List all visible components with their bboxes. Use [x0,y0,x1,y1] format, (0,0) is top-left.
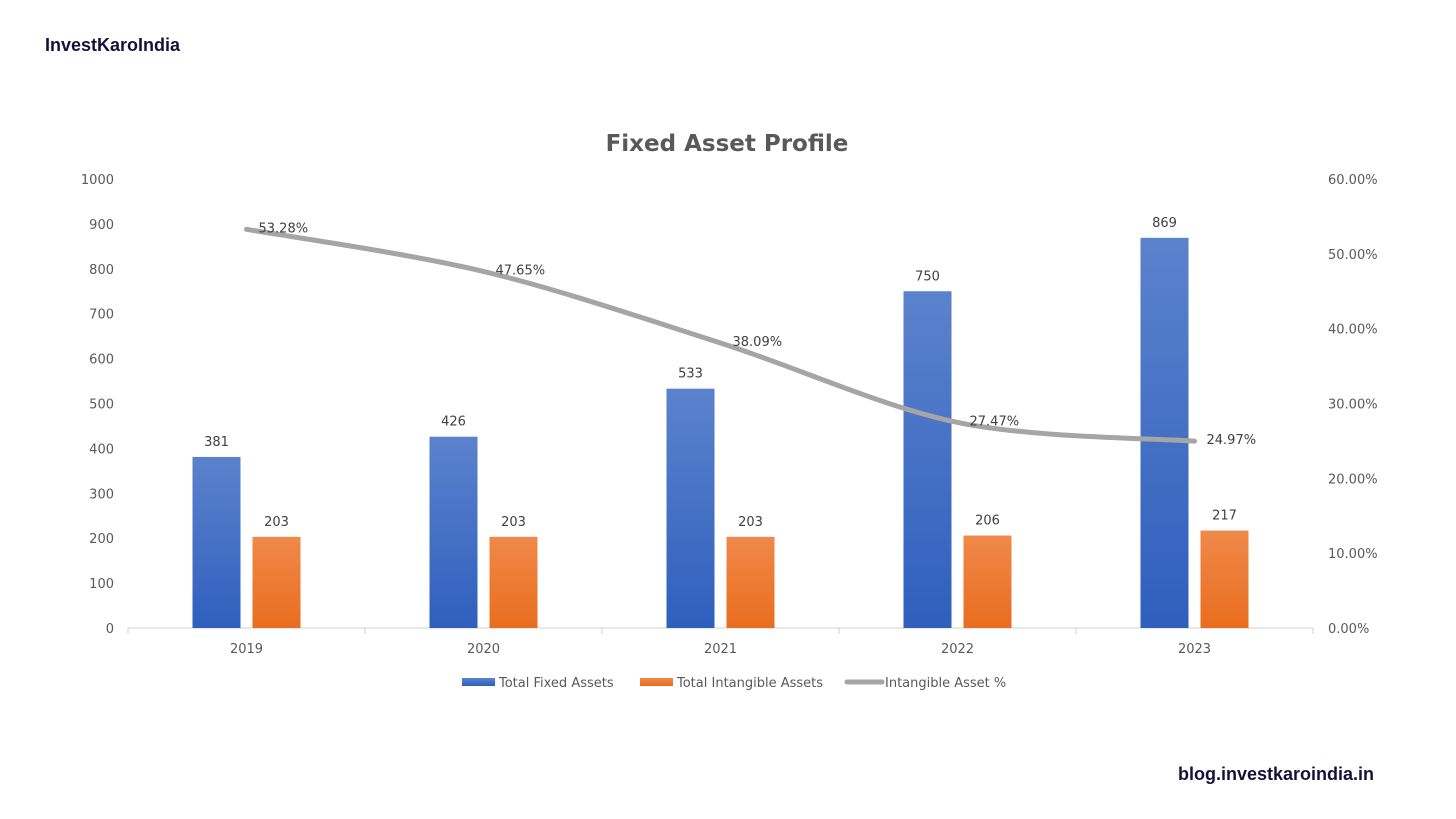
x-tick-label: 2020 [467,642,500,657]
bar-total-intangible-assets [252,536,301,628]
y-left-tick-label: 900 [89,218,114,233]
brand-logo-text: InvestKaroIndia [45,35,181,55]
bar-value-label: 203 [501,515,526,530]
bar-total-intangible-assets [963,535,1012,628]
legend-intangible-asset-pct-label: Intangible Asset % [885,676,1006,691]
bar-value-label: 203 [738,515,763,530]
y-left-tick-label: 500 [89,398,114,413]
y-right-tick-label: 30.00% [1328,398,1378,413]
bar-value-label: 750 [915,269,940,284]
footer-url: blog.investkaroindia.in [1177,764,1374,784]
bar-total-fixed-assets [903,291,952,628]
y-left-tick-label: 100 [89,577,114,592]
line-value-label: 27.47% [970,414,1020,429]
bar-value-label: 206 [975,514,1000,529]
bar-value-label: 203 [264,515,289,530]
line-value-label: 47.65% [496,263,546,278]
legend-total-intangible-assets-swatch [640,678,673,686]
chart-line [244,226,1197,444]
chart-legend: Total Fixed Assets Total Intangible Asset… [462,676,1006,691]
y-right-tick-label: 50.00% [1328,248,1378,263]
line-value-label: 24.97% [1207,433,1257,448]
y-right-tick-label: 10.00% [1328,547,1378,562]
chart-data-labels: 381 203 426 203 533 203 750 206 869 217 53.28% 47.6… [204,216,1256,530]
x-tick-label: 2022 [941,642,974,657]
bar-value-label: 533 [678,367,703,382]
x-tick-label: 2023 [1178,642,1211,657]
line-value-label: 38.09% [733,335,783,350]
chart-axes: 0 100 200 300 400 500 600 700 800 900 1000 0.00% 10.… [81,173,1378,657]
bar-total-fixed-assets [429,436,478,628]
line-value-label: 53.28% [259,221,309,236]
legend-total-intangible-assets-label: Total Intangible Assets [676,676,823,691]
bar-total-fixed-assets [192,456,241,628]
y-left-tick-label: 700 [89,308,114,323]
bar-total-intangible-assets [726,536,775,628]
legend-total-fixed-assets-swatch [462,678,495,686]
bar-total-fixed-assets [1140,237,1189,628]
x-tick-label: 2021 [704,642,737,657]
y-left-tick-label: 200 [89,532,114,547]
bar-total-intangible-assets [489,536,538,628]
bar-value-label: 426 [441,415,466,430]
chart-bars [192,237,1249,628]
y-left-tick-label: 400 [89,442,114,457]
y-left-tick-label: 800 [89,263,114,278]
chart-title: Fixed Asset Profile [606,131,849,157]
y-right-tick-label: 40.00% [1328,323,1378,338]
bar-total-intangible-assets [1200,530,1249,628]
legend-total-fixed-assets-label: Total Fixed Assets [498,676,614,691]
y-right-tick-label: 20.00% [1328,472,1378,487]
line-intangible-asset-pct [244,226,1197,444]
bar-total-fixed-assets [666,388,715,628]
y-right-tick-label: 60.00% [1328,173,1378,188]
x-tick-label: 2019 [230,642,263,657]
bar-value-label: 381 [204,435,229,450]
y-left-tick-label: 1000 [81,173,114,188]
bar-value-label: 869 [1152,216,1177,231]
y-left-tick-label: 0 [106,622,114,637]
bar-value-label: 217 [1212,509,1237,524]
y-right-tick-label: 0.00% [1328,622,1369,637]
y-left-tick-label: 600 [89,353,114,368]
y-left-tick-label: 300 [89,487,114,502]
